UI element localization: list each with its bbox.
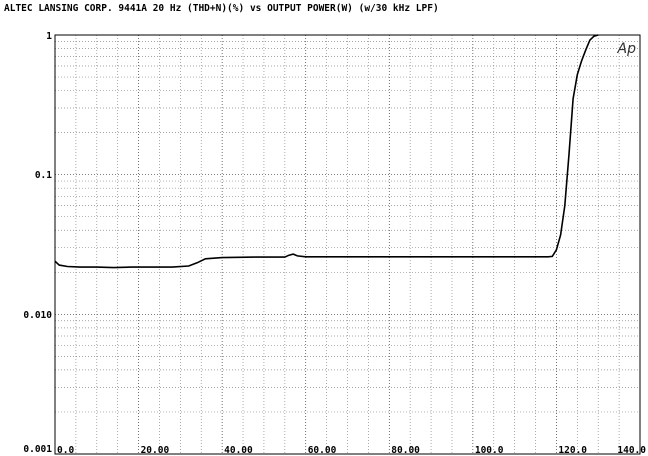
y-tick-label: 0.1 xyxy=(35,170,52,181)
chart-title: ALTEC LANSING CORP. 9441A 20 Hz (THD+N)(… xyxy=(4,3,439,14)
x-tick-label: 60.00 xyxy=(308,445,337,456)
y-tick-label: 0.001 xyxy=(23,444,52,455)
x-tick-label: 120.0 xyxy=(558,445,587,456)
axis-ticks: 1 0.1 0.010 0.001 0.0 20.00 40.00 60.00 80.00 100… xyxy=(23,31,646,456)
x-tick-label: 80.00 xyxy=(391,445,420,456)
plot-frame xyxy=(54,34,641,455)
y-tick-label: 1 xyxy=(46,31,52,42)
grid xyxy=(55,35,640,454)
ap-badge: Ap xyxy=(617,41,637,57)
x-tick-label: 20.00 xyxy=(141,445,170,456)
x-tick-label: 0.0 xyxy=(57,445,74,456)
x-tick-label: 40.00 xyxy=(224,445,253,456)
series-line xyxy=(54,34,599,269)
y-tick-label: 0.010 xyxy=(23,310,52,321)
x-tick-label: 100.0 xyxy=(475,445,504,456)
x-tick-label: 140.0 xyxy=(617,445,646,456)
